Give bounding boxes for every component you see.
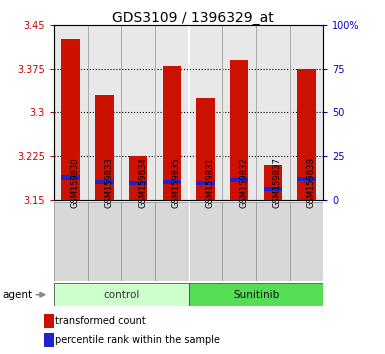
Bar [95, 95, 114, 200]
Bar [297, 69, 316, 200]
Bar [196, 98, 215, 200]
Bar [264, 187, 282, 191]
Bar [196, 181, 215, 185]
Bar [62, 39, 80, 200]
Text: GSM159833: GSM159833 [104, 157, 114, 208]
Bar [88, 202, 121, 281]
Bar [129, 181, 147, 185]
Bar [62, 176, 80, 179]
Bar [44, 333, 54, 347]
Bar [54, 202, 88, 281]
Bar [223, 202, 256, 281]
Text: transformed count: transformed count [55, 316, 146, 326]
Bar [189, 202, 223, 281]
Bar [44, 314, 54, 328]
Text: GSM159834: GSM159834 [138, 158, 147, 208]
Bar [155, 202, 189, 281]
Bar [121, 202, 155, 281]
Text: GSM159832: GSM159832 [239, 158, 248, 208]
Text: GDS3109 / 1396329_at: GDS3109 / 1396329_at [112, 11, 273, 25]
Text: percentile rank within the sample: percentile rank within the sample [55, 335, 220, 345]
Bar [129, 156, 147, 200]
Bar [189, 202, 190, 281]
Text: GSM159837: GSM159837 [273, 157, 282, 208]
Text: GSM159838: GSM159838 [306, 157, 316, 208]
Text: control: control [103, 290, 139, 300]
Bar [162, 179, 181, 184]
Text: GSM159835: GSM159835 [172, 158, 181, 208]
Text: Sunitinib: Sunitinib [233, 290, 279, 300]
Text: GSM159831: GSM159831 [206, 158, 214, 208]
Bar [264, 165, 282, 200]
Text: GSM159830: GSM159830 [71, 158, 80, 208]
Bar [230, 178, 248, 183]
Bar [297, 177, 316, 181]
Bar [189, 283, 323, 306]
Bar [230, 60, 248, 200]
Bar [54, 283, 189, 306]
Bar [162, 66, 181, 200]
Bar [256, 202, 290, 281]
Bar [290, 202, 323, 281]
Bar [95, 179, 114, 184]
Text: agent: agent [2, 290, 32, 300]
